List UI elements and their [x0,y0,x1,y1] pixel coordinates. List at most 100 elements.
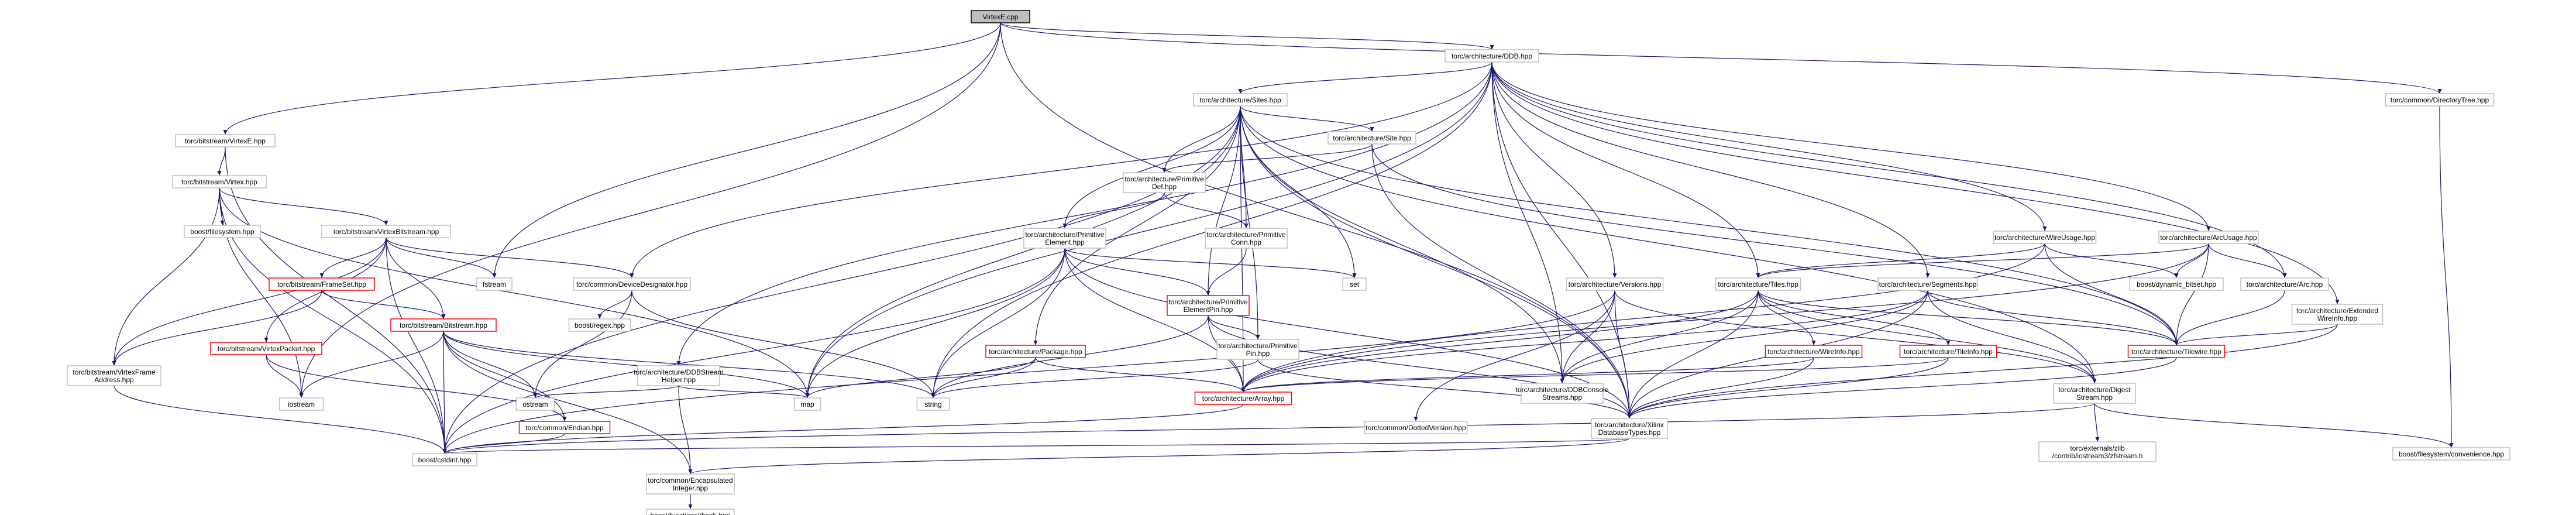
include-edge-arrow [217,171,222,176]
include-edge-vbitstream-bitstream [386,237,444,320]
node-set[interactable]: set [1342,277,1367,291]
node-fsconv[interactable]: boost/filesystem/convenience.hpp [2392,447,2510,461]
include-edge-arrow [2449,443,2454,448]
include-edge-arcusage-array [1243,243,2209,393]
node-label: torc/architecture/WireUsage.hpp [1994,234,2095,242]
node-array[interactable]: torc/architecture/Array.hpp [1194,392,1292,405]
node-ostream[interactable]: ostream [515,397,555,411]
node-label: Helper.hpp [662,376,696,384]
include-edge-arrow [299,393,304,398]
include-edge-virtexe-iostream [301,22,1001,399]
include-edge-primelem-boost_cstdint [444,248,1065,454]
include-edge-arrow [562,417,567,421]
node-iostream[interactable]: iostream [278,397,324,411]
node-box [1023,228,1106,249]
include-edge-arrow [1244,224,1249,228]
node-vbitstream[interactable]: torc/bitstream/VirtexBitstream.hpp [321,225,451,238]
node-sites[interactable]: torc/architecture/Sites.hpp [1193,93,1288,107]
include-edge-primpin-xdbtypes [1257,359,1630,419]
include-edge-vframeaddr-boost_cstdint [114,385,445,454]
include-edge-vbitstream-fstream [386,237,495,279]
node-wireusage[interactable]: torc/architecture/WireUsage.hpp [1993,231,2097,244]
node-fstream[interactable]: fstream [476,277,513,291]
node-wireinfo[interactable]: torc/architecture/WireInfo.hpp [1765,345,1863,358]
node-tiles[interactable]: torc/architecture/Tiles.hpp [1715,277,1801,291]
node-virtexe_hpp[interactable]: torc/bitstream/VirtexE.hpp [175,134,276,147]
node-boost_fs[interactable]: boost/filesystem.hpp [184,225,261,238]
include-edge-tiles-tilewire [1758,290,2177,346]
node-label: torc/architecture/Segments.hpp [1879,280,1977,289]
include-edge-ddbstream-map [678,385,808,399]
include-edge-ddb-map [807,61,1492,399]
node-dirtree[interactable]: torc/common/DirectoryTree.hpp [2385,93,2495,107]
node-boost_cstdint[interactable]: boost/cstdint.hpp [412,453,477,466]
node-devdesig[interactable]: torc/common/DeviceDesignator.hpp [573,277,691,291]
node-tilewire[interactable]: torc/architecture/Tilewire.hpp [2127,345,2226,358]
include-edge-primelempin-primpin [1208,315,1258,340]
node-label: torc/common/DeviceDesignator.hpp [576,280,687,289]
node-arcusage[interactable]: torc/architecture/ArcUsage.hpp [2158,231,2259,244]
include-edge-primdef-primelem [1064,192,1165,229]
include-edge-ddb-tiles [1491,61,1759,279]
include-edge-ddb-sites [1240,61,1492,94]
include-edge-array-boost_cstdint [444,404,1244,454]
node-tileinfo[interactable]: torc/architecture/TileInfo.hpp [1899,345,1997,358]
include-edge-primelem-primelempin [1064,248,1209,296]
include-edge-sites-primelem [1064,105,1241,229]
node-box [1591,418,1668,439]
node-primelempin[interactable]: torc/architecture/PrimitiveElementPin.hp… [1167,295,1250,316]
node-label: torc/architecture/Site.hpp [1333,134,1411,142]
node-boost_regex[interactable]: boost/regex.hpp [568,318,631,332]
node-box [1205,228,1288,249]
include-edge-wireusage-tiles [1758,243,2045,279]
node-label: Def.hpp [1152,183,1177,191]
node-box [2127,345,2226,358]
node-label: fstream [483,280,506,289]
node-label: WireInfo.hpp [2317,314,2357,322]
node-site[interactable]: torc/architecture/Site.hpp [1327,131,1416,145]
node-versions[interactable]: torc/architecture/Versions.hpp [1566,277,1664,291]
include-edge-virtexe-xdbtypes [1000,22,1630,419]
node-virtexe[interactable]: VirtexE.cpp [971,10,1030,23]
include-edge-arrow [2174,273,2179,278]
node-box [2291,304,2384,325]
node-map[interactable]: map [793,397,821,411]
include-edge-primpin-string [933,359,1258,399]
node-frameset[interactable]: torc/bitstream/FrameSet.hpp [269,277,375,291]
node-dynbitset[interactable]: boost/dynamic_bitset.hpp [2129,277,2224,291]
node-boost_hash[interactable]: boost/functional/hash.hpp [646,509,735,515]
node-arc[interactable]: torc/architecture/Arc.hpp [2240,277,2329,291]
node-bitstream[interactable]: torc/bitstream/Bitstream.hpp [390,318,497,332]
node-package[interactable]: torc/architecture/Package.hpp [985,345,1086,358]
node-dottedver[interactable]: torc/common/DottedVersion.hpp [1364,421,1468,434]
include-edge-wireusage-dynbitset [2044,243,2177,279]
node-label: iostream [288,400,315,408]
include-edge-wireusage-tilewire [2044,243,2177,346]
include-edge-tiles-digest [1758,290,2095,384]
include-edge-versions-ddbconsole [1562,290,1615,384]
include-edge-devdesig-ostream [535,290,632,399]
node-box [1123,172,1206,193]
node-vpacket[interactable]: torc/bitstream/VirtexPacket.hpp [210,342,322,355]
node-string[interactable]: string [916,397,950,411]
node-virtex_hpp[interactable]: torc/bitstream/Virtex.hpp [172,175,267,188]
node-box [1193,93,1288,107]
node-segments[interactable]: torc/architecture/Segments.hpp [1877,277,1978,291]
include-edge-sites-site [1240,105,1373,132]
node-xdbtypes[interactable]: torc/architecture/XilinxDatabaseTypes.hp… [1591,418,1668,439]
node-zfstream[interactable]: torc/externals/zlib/contrib/iostream3/zf… [2038,441,2157,462]
include-edge-sites-package [1035,105,1241,346]
node-endian[interactable]: torc/common/Endian.hpp [518,421,611,434]
include-edge-arrow [1238,89,1243,94]
node-ddb[interactable]: torc/architecture/DDB.hpp [1445,49,1539,63]
